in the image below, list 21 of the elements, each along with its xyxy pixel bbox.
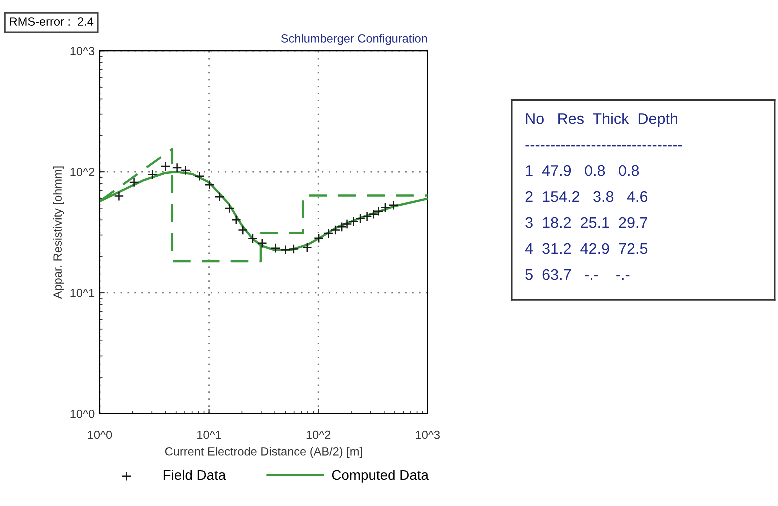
text: RMS-error : 2.4 [10,18,94,26]
text: No Res Thick Depth [526,113,678,128]
legend-label: Field Data [164,470,226,480]
text: 1 47.9 0.8 0.8 [526,165,640,176]
x-tick-label: 10^3 [416,430,440,440]
x-tick-label: 10^0 [88,430,112,440]
x-axis-title: Current Electrode Distance (AB/2) [m] [165,447,362,458]
text: 3 18.2 25.1 29.7 [526,217,648,228]
x-tick-label: 10^2 [306,430,331,440]
x-tick-label: 10^1 [198,430,222,440]
text: 5 63.7 -.- -.- [526,269,630,280]
y-axis-title: Appar. Resistivity [ohmm] [53,166,64,300]
chart-title: Schlumberger Configuration [281,34,428,46]
y-tick-label: 10^2 [70,168,95,176]
text: 2 154.2 3.8 4.6 [526,191,648,202]
text: 4 31.2 42.9 72.5 [525,243,648,254]
y-tick-label: 10^1 [70,289,95,298]
y-tick-label: 10^3 [70,47,95,56]
y-tick-label: 10^0 [70,410,95,418]
legend-label: Computed Data [332,470,429,483]
text: ------------------------------- [526,145,682,147]
